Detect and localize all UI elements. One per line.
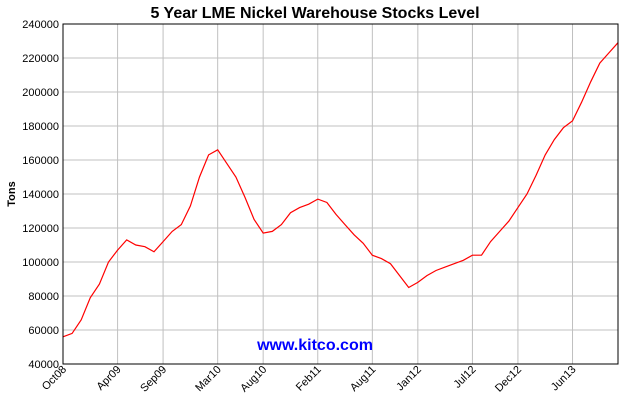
x-tick-label: Aug10 bbox=[238, 364, 269, 395]
x-tick-label: Jan12 bbox=[394, 364, 424, 394]
y-tick-label: 80000 bbox=[28, 291, 59, 303]
x-tick-label: Dec12 bbox=[493, 364, 524, 395]
nickel-stock-series-line bbox=[62, 42, 619, 338]
x-axis-ticks: Oct08 Apr09 Sep09 Mar10 Aug10 Feb11 Aug11 Jan12… bbox=[40, 364, 579, 395]
y-tick-label: 140000 bbox=[22, 189, 59, 201]
chart-title: 5 Year LME Nickel Warehouse Stocks Level bbox=[150, 5, 479, 22]
x-tick-label: Feb11 bbox=[294, 364, 324, 394]
plot-frame bbox=[62, 23, 619, 365]
x-tick-label: Jul12 bbox=[451, 364, 478, 391]
x-tick-label: Jun13 bbox=[549, 364, 579, 394]
y-tick-label: 40000 bbox=[28, 359, 59, 371]
y-axis-label: Tons bbox=[6, 181, 18, 206]
y-tick-label: 240000 bbox=[22, 19, 59, 31]
y-tick-label: 160000 bbox=[22, 155, 59, 167]
y-tick-label: 120000 bbox=[22, 223, 59, 235]
x-tick-label: Aug11 bbox=[348, 364, 378, 394]
y-tick-label: 60000 bbox=[28, 325, 59, 337]
y-tick-label: 100000 bbox=[22, 257, 59, 269]
y-tick-label: 200000 bbox=[22, 87, 59, 99]
x-tick-label: Sep09 bbox=[138, 364, 169, 395]
y-axis-ticks: 40000 60000 80000 100000 120000 140000 160000 1… bbox=[22, 19, 59, 371]
y-tick-label: 180000 bbox=[22, 121, 59, 133]
x-tick-label: Mar10 bbox=[193, 364, 224, 395]
y-tick-label: 220000 bbox=[22, 53, 59, 65]
kitco-watermark: www.kitco.com bbox=[256, 337, 373, 354]
x-tick-label: Apr09 bbox=[94, 364, 123, 393]
